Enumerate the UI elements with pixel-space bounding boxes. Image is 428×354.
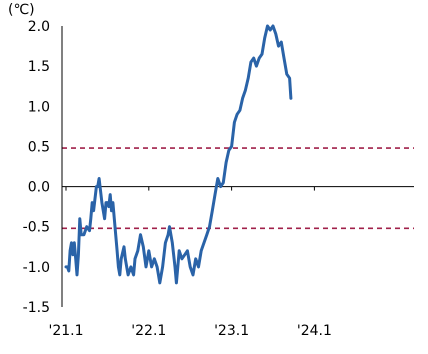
y-tick-label: 1.0 bbox=[28, 99, 50, 115]
y-tick-label: -1.0 bbox=[23, 260, 50, 276]
reference-lines bbox=[62, 147, 414, 230]
y-tick-label: -1.5 bbox=[23, 300, 50, 316]
y-tick-label: 2.0 bbox=[28, 19, 50, 35]
x-tick-label: '24.1 bbox=[297, 323, 332, 339]
x-tick-label: '23.1 bbox=[214, 323, 249, 339]
unit-label: (℃) bbox=[8, 2, 35, 18]
series-line bbox=[64, 24, 293, 285]
x-tick-label: '21.1 bbox=[48, 323, 83, 339]
x-axis-ticks: '21.1 '22.1 '23.1 '24.1 bbox=[48, 323, 331, 339]
y-tick-label: 1.5 bbox=[28, 59, 50, 75]
y-tick-label: 0.5 bbox=[28, 139, 50, 155]
y-tick-label: 0.0 bbox=[28, 180, 50, 196]
series-layer bbox=[64, 24, 293, 285]
x-tick-label: '22.1 bbox=[131, 323, 166, 339]
y-axis-ticks: 2.0 1.5 1.0 0.5 0.0 -0.5 -1.0 -1.5 bbox=[23, 19, 50, 316]
y-tick-label: -0.5 bbox=[23, 220, 50, 236]
axes bbox=[61, 26, 414, 307]
